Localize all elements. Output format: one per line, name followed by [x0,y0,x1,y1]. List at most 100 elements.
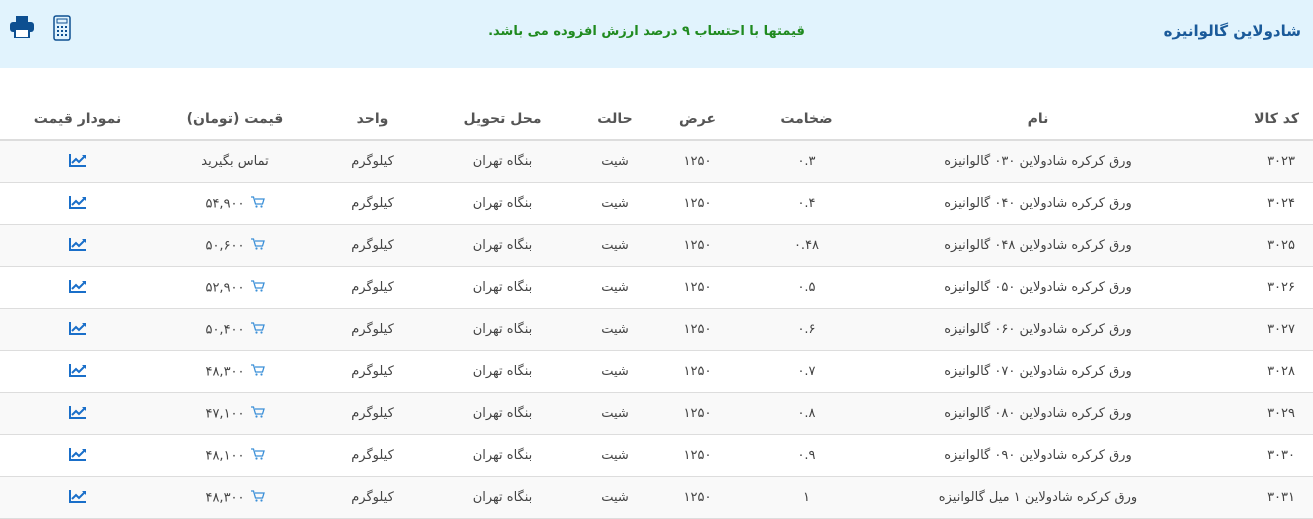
cart-icon[interactable] [250,321,265,338]
cell-code: ۳۰۲۷ [1203,308,1313,351]
price-chart-icon[interactable] [68,405,87,423]
price-value: ۵۰,۴۰۰ [205,322,245,337]
cell-thickness: ۰.۵ [740,266,873,309]
cell-price: ۵۲,۹۰۰ [155,266,315,309]
cell-place: بنگاه تهران [430,350,575,393]
cell-place: بنگاه تهران [430,182,575,225]
cart-icon[interactable] [250,489,265,506]
cell-thickness: ۰.۴۸ [740,224,873,267]
cell-name: ورق کرکره شادولاین ۰۷۰ گالوانیزه [873,350,1203,393]
table-row: ۳۰۲۶ ورق کرکره شادولاین ۰۵۰ گالوانیزه ۰.۵ ۱… [0,266,1313,309]
cell-width: ۱۲۵۰ [655,392,740,435]
col-width: عرض [655,68,740,141]
cell-unit: کیلوگرم [315,350,430,393]
cell-width: ۱۲۵۰ [655,476,740,519]
cell-thickness: ۱ [740,476,873,519]
table-row: ۳۰۲۷ ورق کرکره شادولاین ۰۶۰ گالوانیزه ۰.۶ ۱… [0,308,1313,351]
cart-icon[interactable] [250,447,265,464]
cell-name: ورق کرکره شادولاین ۰۴۸ گالوانیزه [873,224,1203,267]
cell-chart [0,266,155,309]
cell-code: ۳۰۳۰ [1203,434,1313,477]
cart-icon[interactable] [250,195,265,212]
price-chart-icon[interactable] [68,321,87,339]
cell-place: بنگاه تهران [430,434,575,477]
cell-width: ۱۲۵۰ [655,266,740,309]
cell-thickness: ۰.۶ [740,308,873,351]
table-row: ۳۰۲۴ ورق کرکره شادولاین ۰۴۰ گالوانیزه ۰.۴ ۱… [0,182,1313,225]
cell-name: ورق کرکره شادولاین ۰۶۰ گالوانیزه [873,308,1203,351]
price-value: ۵۴,۹۰۰ [205,196,245,211]
cell-name: ورق کرکره شادولاین ۰۴۰ گالوانیزه [873,182,1203,225]
cell-code: ۳۰۲۶ [1203,266,1313,309]
cell-chart [0,224,155,267]
cell-thickness: ۰.۴ [740,182,873,225]
cell-width: ۱۲۵۰ [655,434,740,477]
price-chart-icon[interactable] [68,153,87,171]
cell-name: ورق کرکره شادولاین ۰۳۰ گالوانیزه [873,140,1203,183]
price-chart-icon[interactable] [68,279,87,297]
cell-place: بنگاه تهران [430,140,575,183]
cell-price: ۴۸,۱۰۰ [155,434,315,477]
cell-name: ورق کرکره شادولاین ۰۸۰ گالوانیزه [873,392,1203,435]
cell-thickness: ۰.۹ [740,434,873,477]
table-row: ۳۰۲۸ ورق کرکره شادولاین ۰۷۰ گالوانیزه ۰.۷ ۱… [0,350,1313,393]
col-place: محل تحویل [430,68,575,141]
cell-code: ۳۰۲۵ [1203,224,1313,267]
table-row: ۳۰۳۱ ورق کرکره شادولاین ۱ میل گالوانیزه ۱ ۱… [0,476,1313,519]
cell-price: ۵۰,۴۰۰ [155,308,315,351]
header-bar: شادولاین گالوانیزه قیمتها با احتساب ۹ در… [0,0,1313,68]
cell-unit: کیلوگرم [315,434,430,477]
cell-chart [0,182,155,225]
cart-icon[interactable] [250,363,265,380]
cell-state: شیت [575,476,655,519]
price-table: کد کالا نام ضخامت عرض حالت محل تحویل واح… [0,68,1313,519]
cell-width: ۱۲۵۰ [655,224,740,267]
cell-state: شیت [575,434,655,477]
cell-code: ۳۰۲۹ [1203,392,1313,435]
cell-place: بنگاه تهران [430,308,575,351]
price-chart-icon[interactable] [68,363,87,381]
cell-width: ۱۲۵۰ [655,308,740,351]
price-chart-icon[interactable] [68,237,87,255]
cell-state: شیت [575,266,655,309]
col-unit: واحد [315,68,430,141]
price-value: ۴۷,۱۰۰ [205,406,245,421]
cell-width: ۱۲۵۰ [655,182,740,225]
cell-place: بنگاه تهران [430,392,575,435]
cell-unit: کیلوگرم [315,140,430,183]
col-name: نام [873,68,1203,141]
price-chart-icon[interactable] [68,447,87,465]
table-row: ۳۰۲۹ ورق کرکره شادولاین ۰۸۰ گالوانیزه ۰.۸ ۱… [0,392,1313,435]
cell-price: ۴۸,۳۰۰ [155,350,315,393]
calculator-icon[interactable] [53,15,71,45]
table-row: ۳۰۲۵ ورق کرکره شادولاین ۰۴۸ گالوانیزه ۰.۴۸… [0,224,1313,267]
cell-place: بنگاه تهران [430,266,575,309]
price-value: ۴۸,۳۰۰ [205,490,245,505]
page-title: شادولاین گالوانیزه [1163,22,1301,40]
cart-icon[interactable] [250,279,265,296]
cell-width: ۱۲۵۰ [655,350,740,393]
cell-thickness: ۰.۸ [740,392,873,435]
table-row: ۳۰۳۰ ورق کرکره شادولاین ۰۹۰ گالوانیزه ۰.۹ ۱… [0,434,1313,477]
cell-thickness: ۰.۷ [740,350,873,393]
cell-code: ۳۰۲۴ [1203,182,1313,225]
cell-code: ۳۰۲۳ [1203,140,1313,183]
cell-price: تماس بگیرید [155,140,315,183]
cell-state: شیت [575,140,655,183]
table-row: ۳۰۲۳ ورق کرکره شادولاین ۰۳۰ گالوانیزه ۰.۳ ۱… [0,140,1313,183]
cart-icon[interactable] [250,237,265,254]
col-thickness: ضخامت [740,68,873,141]
price-chart-icon[interactable] [68,489,87,507]
cell-price: ۴۸,۳۰۰ [155,476,315,519]
print-icon[interactable] [10,16,34,42]
cell-price: ۴۷,۱۰۰ [155,392,315,435]
cell-chart [0,350,155,393]
cell-name: ورق کرکره شادولاین ۱ میل گالوانیزه [873,476,1203,519]
price-value: ۵۲,۹۰۰ [205,280,245,295]
col-state: حالت [575,68,655,141]
cell-unit: کیلوگرم [315,308,430,351]
cart-icon[interactable] [250,405,265,422]
cell-name: ورق کرکره شادولاین ۰۹۰ گالوانیزه [873,434,1203,477]
price-chart-icon[interactable] [68,195,87,213]
cell-chart [0,308,155,351]
